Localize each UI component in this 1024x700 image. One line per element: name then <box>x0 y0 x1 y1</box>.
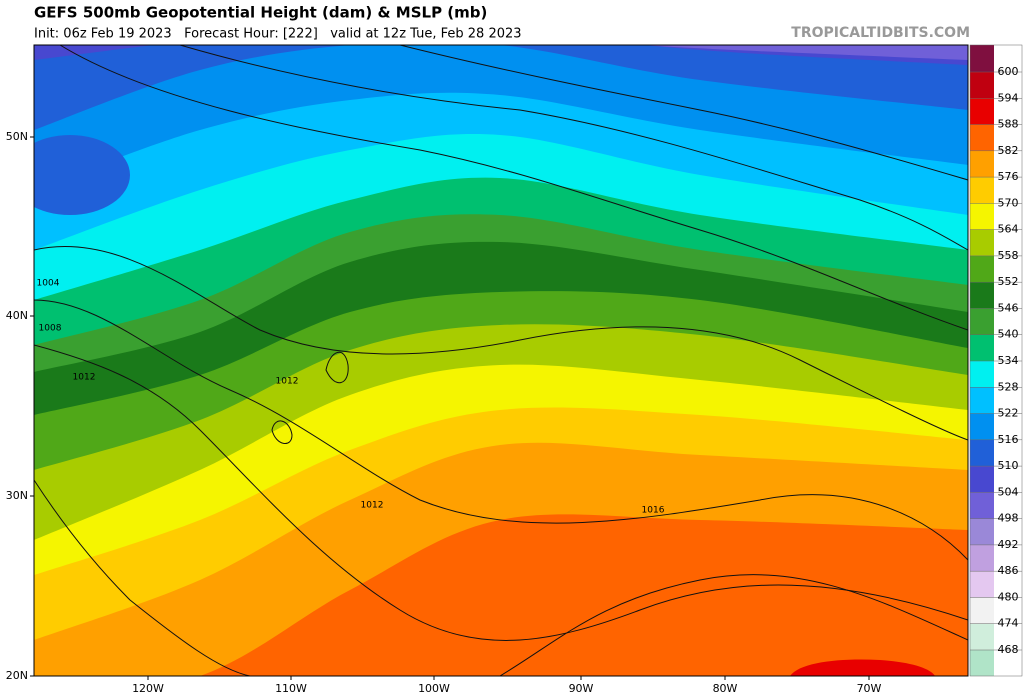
colorbar-label: 582 <box>998 144 1019 157</box>
colorbar-label: 528 <box>998 380 1019 393</box>
colorbar-label: 588 <box>998 118 1019 131</box>
colorbar-label: 480 <box>998 590 1019 603</box>
colorbar-label: 558 <box>998 249 1019 262</box>
colorbar-swatch <box>970 413 994 440</box>
height-band <box>790 659 935 676</box>
colorbar-swatch <box>970 544 994 572</box>
colorbar-swatch <box>970 72 994 99</box>
colorbar-swatch <box>970 177 994 204</box>
colorbar-swatch <box>970 571 994 598</box>
colorbar-label: 564 <box>998 223 1019 236</box>
contour-label: 1008 <box>39 324 62 334</box>
colorbar-swatch <box>970 308 994 335</box>
colorbar-swatch <box>970 203 994 230</box>
colorbar-swatch <box>970 124 994 151</box>
colorbar-label: 522 <box>998 407 1019 420</box>
lat-label: 40N <box>6 309 28 322</box>
colorbar-label: 600 <box>998 65 1019 78</box>
colorbar-label: 540 <box>998 328 1019 341</box>
lon-label: 70W <box>857 682 882 695</box>
colorbar-swatch <box>970 361 994 388</box>
contour <box>34 344 968 641</box>
contours <box>34 45 968 676</box>
contour-label: 1004 <box>37 279 60 289</box>
contour <box>34 245 968 441</box>
colorbar-label: 498 <box>998 512 1019 525</box>
colorbar-label: 468 <box>998 643 1019 656</box>
title: GEFS 500mb Geopotential Height (dam) & M… <box>34 4 487 22</box>
colorbar-label: 534 <box>998 354 1019 367</box>
colorbar-swatch <box>970 98 994 125</box>
colorbar-frame <box>969 44 1023 677</box>
colorbar-swatch <box>970 229 994 256</box>
colorbar-swatch <box>970 45 994 72</box>
lon-label: 100W <box>418 682 450 695</box>
colorbar-label: 594 <box>998 91 1019 104</box>
contour <box>34 299 968 561</box>
colorbar-swatch <box>970 492 994 519</box>
contour-label: 1012 <box>73 373 96 383</box>
contour <box>59 45 968 331</box>
contour-label: 1012 <box>361 501 384 511</box>
colorbar-label: 474 <box>998 617 1019 630</box>
colorbar-label: 570 <box>998 196 1019 209</box>
colorbar-label: 486 <box>998 564 1019 577</box>
colorbar: 600 594 588 582 576 570 564 558 552 546 540 534 528 5… <box>969 44 1023 677</box>
contour <box>271 420 293 444</box>
colorbar-swatch <box>970 623 994 650</box>
lon-label: 80W <box>713 682 738 695</box>
lon-label: 90W <box>569 682 594 695</box>
lat-label: 50N <box>6 130 28 143</box>
colorbar-label: 492 <box>998 538 1019 551</box>
colorbar-swatch <box>970 597 994 624</box>
watermark: TROPICALTIDBITS.COM <box>791 25 970 41</box>
colorbar-swatch <box>970 650 994 676</box>
colorbar-swatch <box>970 334 994 361</box>
contour <box>399 45 968 181</box>
colorbar-swatch <box>970 439 994 467</box>
colorbar-swatch <box>970 387 994 414</box>
height-band <box>34 45 968 130</box>
colorbar-label: 516 <box>998 433 1019 446</box>
contour-label: 1012 <box>276 377 299 387</box>
map-frame <box>33 44 969 677</box>
contour <box>325 352 349 383</box>
colorbar-label: 552 <box>998 275 1019 288</box>
colorbar-label: 576 <box>998 170 1019 183</box>
height-band <box>640 45 968 60</box>
colorbar-swatch <box>970 282 994 309</box>
colorbar-label: 546 <box>998 301 1019 314</box>
contour <box>34 479 251 676</box>
map <box>34 45 968 676</box>
colorbar-swatch <box>970 150 994 178</box>
axes: 50N 40N 30N 20N 120W 110W 100W 90W 80W 70W 1004 100… <box>6 130 882 695</box>
colorbar-swatch <box>970 466 994 493</box>
contour <box>499 574 968 676</box>
contour <box>179 45 968 251</box>
lat-label: 30N <box>6 489 28 502</box>
lat-label: 20N <box>6 669 28 682</box>
colorbar-label: 504 <box>998 485 1019 498</box>
contour-label: 1016 <box>642 506 665 516</box>
lon-label: 110W <box>275 682 307 695</box>
colorbar-swatch <box>970 255 994 283</box>
colorbar-swatch <box>970 518 994 545</box>
subtitle: Init: 06z Feb 19 2023 Forecast Hour: [22… <box>34 27 522 42</box>
lon-label: 120W <box>132 682 164 695</box>
height-blob <box>34 135 130 215</box>
colorbar-label: 510 <box>998 459 1019 472</box>
